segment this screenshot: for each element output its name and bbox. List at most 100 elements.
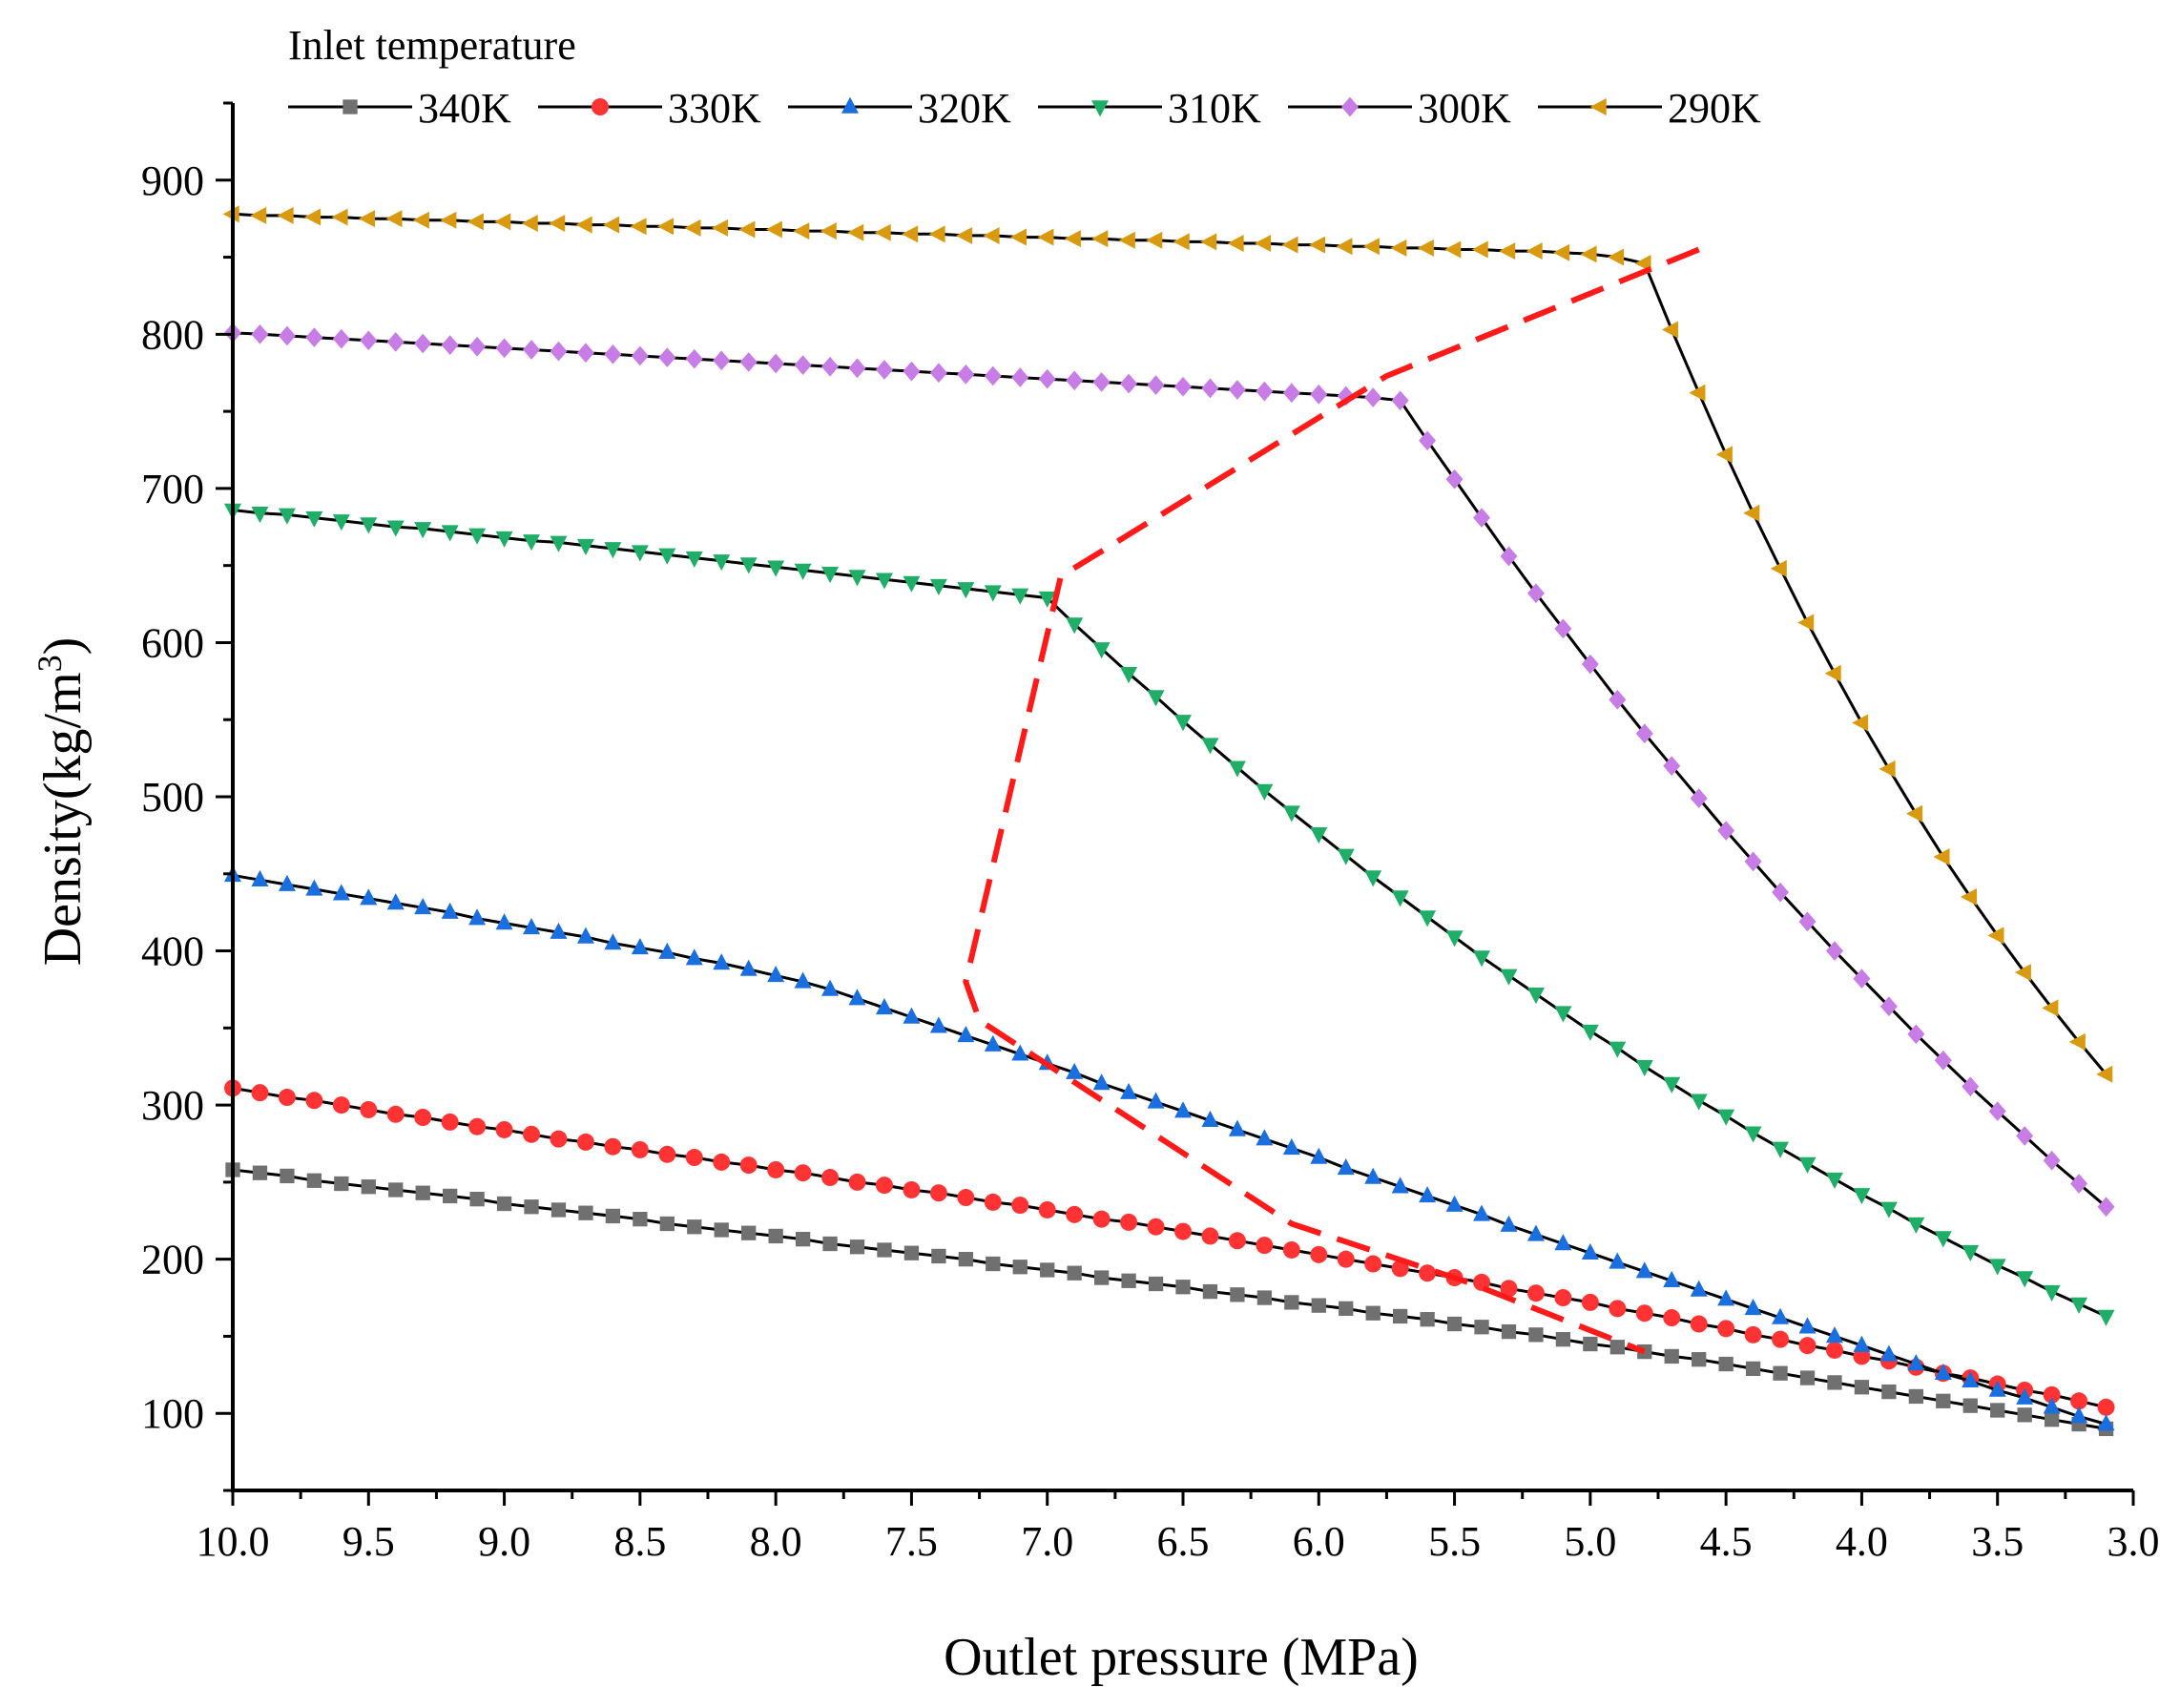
data-point-290K-55 — [1715, 446, 1733, 464]
data-point-320K-9 — [468, 908, 487, 926]
data-point-290K-12 — [549, 215, 566, 233]
data-point-310K-43 — [1391, 890, 1409, 907]
data-point-320K-45 — [1445, 1195, 1464, 1212]
data-point-340K-58 — [1799, 1370, 1816, 1385]
data-point-320K-18 — [713, 953, 731, 970]
data-point-340K-39 — [1284, 1295, 1299, 1310]
data-point-320K-50 — [1581, 1242, 1599, 1260]
x-tick-label: 9.5 — [343, 1518, 395, 1565]
data-point-310K-46 — [1473, 950, 1491, 968]
data-point-320K-27 — [957, 1026, 975, 1043]
data-point-300K-21 — [794, 355, 812, 375]
data-point-300K-35 — [1174, 376, 1192, 397]
data-point-320K-63 — [1934, 1363, 1952, 1380]
y-axis-title: Density(kg/m3) — [31, 637, 93, 967]
data-point-290K-57 — [1770, 559, 1787, 577]
data-point-330K-11 — [523, 1125, 541, 1143]
data-point-320K-58 — [1798, 1317, 1817, 1334]
data-point-320K-2 — [278, 874, 296, 891]
data-point-330K-21 — [794, 1164, 812, 1182]
data-point-290K-10 — [494, 213, 511, 231]
data-point-330K-14 — [604, 1137, 622, 1156]
data-point-320K-7 — [414, 897, 432, 915]
data-point-310K-69 — [2097, 1309, 2115, 1326]
data-point-310K-59 — [1825, 1172, 1843, 1190]
data-point-320K-62 — [1907, 1354, 1925, 1371]
data-point-320K-31 — [1066, 1062, 1084, 1079]
data-point-290K-37 — [1227, 235, 1244, 253]
data-point-300K-2 — [278, 325, 296, 346]
data-point-300K-7 — [414, 333, 432, 354]
data-point-300K-65 — [1988, 1101, 2006, 1121]
series-line-330K — [232, 1086, 2107, 1409]
data-point-340K-47 — [1501, 1323, 1517, 1340]
legend-item-300K: 300K — [1288, 85, 1511, 132]
y-axis-title-main: Density(kg/m — [33, 672, 93, 966]
data-point-290K-8 — [440, 211, 457, 229]
data-point-340K-63 — [1936, 1393, 1951, 1408]
data-point-320K-67 — [2043, 1397, 2061, 1414]
data-point-320K-17 — [685, 948, 703, 966]
data-point-340K-51 — [1609, 1340, 1625, 1355]
data-point-320K-56 — [1744, 1299, 1762, 1316]
data-point-320K-65 — [1988, 1380, 2006, 1397]
data-point-340K-50 — [1583, 1336, 1598, 1352]
data-point-310K-54 — [1690, 1094, 1708, 1111]
data-point-310K-9 — [468, 528, 487, 545]
data-point-330K-3 — [305, 1092, 323, 1110]
data-point-290K-58 — [1797, 614, 1815, 632]
legend-marker-330K — [592, 98, 609, 115]
data-point-310K-31 — [1066, 617, 1084, 635]
data-point-330K-49 — [1554, 1289, 1572, 1307]
data-point-340K-12 — [550, 1202, 567, 1218]
data-point-300K-48 — [1526, 583, 1545, 604]
data-point-320K-44 — [1419, 1186, 1437, 1203]
data-point-290K-31 — [1064, 230, 1081, 248]
data-point-300K-26 — [929, 363, 947, 384]
data-point-330K-40 — [1310, 1245, 1328, 1263]
data-point-340K-18 — [714, 1222, 729, 1238]
data-point-340K-34 — [1148, 1276, 1164, 1292]
data-point-340K-16 — [659, 1216, 675, 1232]
data-point-340K-67 — [2044, 1412, 2060, 1427]
data-point-340K-46 — [1474, 1320, 1489, 1335]
data-point-330K-67 — [2043, 1385, 2061, 1404]
data-point-290K-35 — [1173, 233, 1190, 251]
data-point-320K-53 — [1663, 1270, 1681, 1288]
data-point-340K-3 — [306, 1173, 322, 1188]
data-point-340K-7 — [415, 1185, 430, 1200]
data-point-300K-14 — [604, 344, 622, 365]
data-point-310K-22 — [821, 566, 840, 584]
data-point-300K-66 — [2016, 1126, 2034, 1146]
y-tick-label: 900 — [141, 157, 204, 204]
data-point-290K-62 — [1905, 804, 1923, 823]
data-point-290K-49 — [1553, 243, 1570, 261]
data-point-340K-32 — [1093, 1270, 1110, 1285]
data-point-290K-63 — [1933, 848, 1950, 866]
data-point-300K-60 — [1853, 969, 1871, 989]
data-point-340K-42 — [1365, 1305, 1381, 1321]
x-tick-label: 3.5 — [1971, 1518, 2024, 1565]
legend-item-330K: 330K — [538, 85, 761, 132]
legend-marker-340K — [343, 99, 358, 115]
data-point-290K-11 — [521, 215, 538, 233]
data-point-310K-35 — [1174, 715, 1192, 732]
data-point-340K-19 — [741, 1225, 757, 1240]
data-point-330K-17 — [685, 1149, 703, 1167]
data-point-330K-33 — [1120, 1213, 1138, 1231]
data-point-340K-13 — [578, 1205, 593, 1220]
data-point-340K-17 — [687, 1219, 702, 1235]
data-point-290K-48 — [1526, 242, 1543, 260]
data-point-320K-51 — [1609, 1252, 1627, 1269]
data-point-300K-15 — [631, 345, 649, 366]
data-point-330K-25 — [903, 1180, 921, 1198]
data-point-330K-59 — [1825, 1341, 1843, 1359]
data-point-330K-16 — [658, 1145, 676, 1163]
data-point-340K-56 — [1745, 1361, 1761, 1377]
data-point-330K-20 — [767, 1160, 785, 1178]
data-point-290K-54 — [1689, 384, 1706, 402]
x-tick-label: 4.5 — [1700, 1518, 1753, 1565]
data-point-310K-34 — [1147, 690, 1165, 707]
x-tick-label: 7.5 — [885, 1518, 938, 1565]
data-point-300K-16 — [658, 347, 676, 367]
